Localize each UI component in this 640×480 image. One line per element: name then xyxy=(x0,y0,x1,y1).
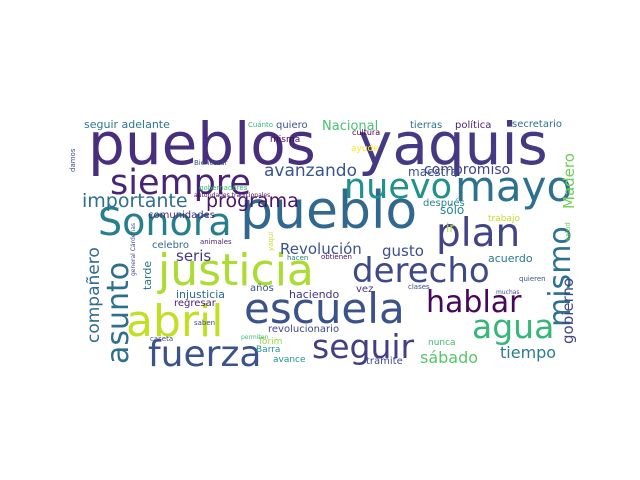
cloud-word: sólo xyxy=(440,203,464,217)
cloud-word: avance xyxy=(273,355,306,365)
cloud-word: trámite xyxy=(366,355,403,367)
cloud-word: yaquis xyxy=(358,110,548,178)
cloud-word: años xyxy=(250,283,274,294)
cloud-word: nunca xyxy=(428,338,456,348)
cloud-word: celebro xyxy=(152,240,189,251)
cloud-word: misma xyxy=(270,135,300,145)
cloud-word: saben xyxy=(194,319,215,327)
cloud-word: compañero xyxy=(84,247,104,343)
cloud-word: clases xyxy=(408,283,430,291)
cloud-word: seguir xyxy=(312,327,415,366)
cloud-word: sábado xyxy=(420,348,478,367)
cloud-word: abril xyxy=(126,296,223,347)
cloud-word: vez xyxy=(356,284,373,295)
cloud-word: caseta xyxy=(150,335,173,343)
cloud-word: Cuánto xyxy=(248,121,273,129)
cloud-word: compromiso xyxy=(424,162,510,178)
cloud-word: Bienestar xyxy=(194,159,227,167)
cloud-word: derecho xyxy=(352,251,490,291)
cloud-word: general Cárdenas xyxy=(130,223,137,276)
cloud-word: Madero xyxy=(560,153,578,209)
cloud-word: pueblo xyxy=(240,181,417,241)
cloud-word: pueblos xyxy=(88,110,316,178)
cloud-word: injusticia xyxy=(176,288,225,301)
cloud-word: comunidades xyxy=(148,210,215,221)
cloud-word: Tórim xyxy=(257,336,282,347)
cloud-word: programa xyxy=(206,190,299,212)
cloud-word: salud xyxy=(564,222,572,241)
cloud-word: Barra xyxy=(256,345,280,355)
cloud-word: ir xyxy=(446,221,454,235)
cloud-word: gobernadores xyxy=(199,184,248,192)
cloud-word: plan xyxy=(436,211,520,256)
cloud-word: importante xyxy=(82,190,188,212)
cloud-word: hacen xyxy=(287,254,308,262)
cloud-word: quieren xyxy=(519,275,546,283)
cloud-word: gobierno xyxy=(559,278,577,344)
cloud-word: fuerza xyxy=(148,334,261,375)
cloud-word: permiten xyxy=(241,334,268,341)
cloud-word: tarde xyxy=(141,261,154,290)
cloud-word: trabajo xyxy=(488,214,520,224)
cloud-word: obtienen xyxy=(321,253,352,261)
cloud-word: haciendo xyxy=(289,288,340,301)
cloud-word: regresar xyxy=(174,298,217,309)
cloud-word: política xyxy=(455,119,491,131)
cloud-word: mayo xyxy=(455,162,572,211)
cloud-word: muchas xyxy=(496,289,520,296)
cloud-word: nuevo xyxy=(344,167,452,207)
cloud-word: ayude xyxy=(351,144,379,154)
cloud-word: avanzando xyxy=(264,161,357,181)
cloud-word: escuela xyxy=(244,284,405,333)
cloud-word: tiempo xyxy=(500,343,556,362)
cloud-word: agua xyxy=(472,307,554,346)
cloud-word: justicia xyxy=(157,245,314,296)
cloud-background xyxy=(80,115,580,365)
cloud-word: maestra xyxy=(408,165,458,179)
cloud-word: siempre xyxy=(110,163,251,203)
cloud-word: animales xyxy=(200,238,232,246)
cloud-word: asunto xyxy=(101,262,136,364)
cloud-word: mismo xyxy=(543,226,578,327)
cloud-word: tierras xyxy=(410,120,442,131)
cloud-word: secretario xyxy=(512,119,562,130)
cloud-word: Revolución xyxy=(280,240,362,258)
cloud-word: damos xyxy=(69,148,77,172)
cloud-word: Nacional xyxy=(322,119,378,134)
cloud-word: seris xyxy=(176,247,211,265)
cloud-word: acuerdo xyxy=(488,252,533,265)
cloud-word: hablar xyxy=(426,285,522,320)
cloud-word: seguir adelante xyxy=(84,118,170,131)
cloud-word: Sonora xyxy=(98,200,232,244)
cloud-word: yaqui xyxy=(267,232,275,251)
cloud-word: autoridades tradicionales xyxy=(194,192,270,199)
cloud-word: después xyxy=(423,197,465,209)
cloud-word: cultura xyxy=(352,128,380,137)
cloud-word: gusto xyxy=(382,242,424,260)
cloud-word: revolucionario xyxy=(268,324,339,335)
cloud-word: quiero xyxy=(276,120,308,131)
